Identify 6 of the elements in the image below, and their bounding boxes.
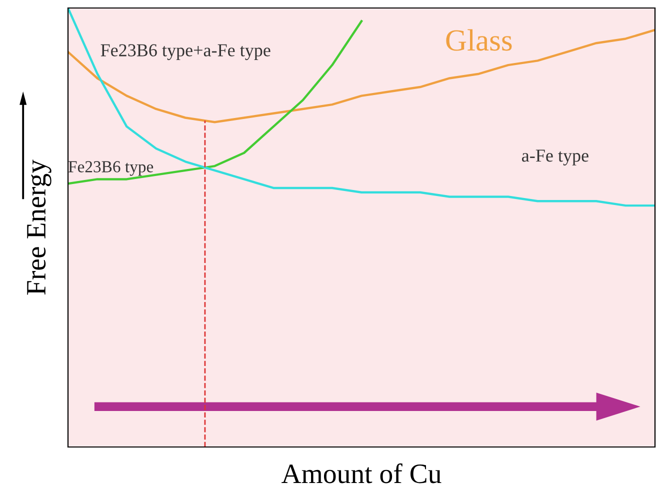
series-label: Glass xyxy=(446,29,512,51)
y-axis-title: Free Energy xyxy=(27,160,52,295)
series-label: Fe23B6 type xyxy=(68,161,154,176)
x-axis-title: Amount of Cu xyxy=(282,463,442,484)
annotation: Fe23B6 type+a-Fe type xyxy=(100,44,270,60)
series-label: a-Fe type xyxy=(522,150,588,166)
